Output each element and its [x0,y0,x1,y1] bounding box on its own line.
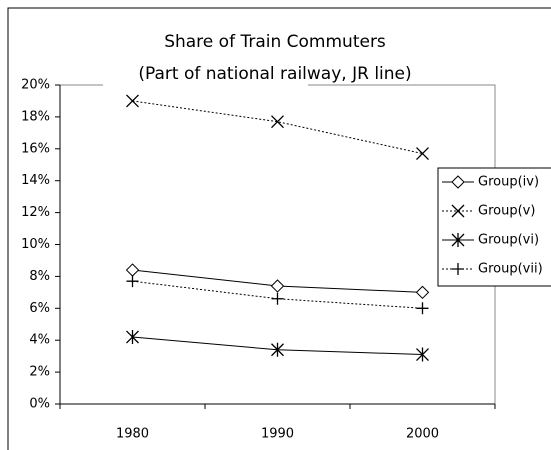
marker [126,330,139,345]
marker [271,115,284,129]
y-tick-label: 12% [21,205,50,220]
marker [271,292,284,305]
x-tick-label: 2000 [406,427,439,442]
x-tick-label: 1990 [261,427,294,442]
marker [270,279,285,293]
y-tick-label: 0% [29,397,50,412]
y-tick-label: 2% [29,365,50,380]
series-line [132,280,423,309]
legend-label: Group(vii) [478,262,543,277]
legend-label: Group(iv) [478,175,539,190]
marker [126,94,139,108]
subtitle-bg [103,60,308,88]
marker [451,233,465,247]
y-tick-label: 16% [21,141,50,156]
marker [452,263,464,275]
y-tick-label: 18% [21,109,50,124]
chart-title: Share of Train Commuters [164,32,386,52]
y-tick-label: 10% [21,237,50,252]
y-tick-label: 4% [29,333,50,348]
x-tick-label: 1980 [116,427,149,442]
series-line [132,100,423,155]
marker [126,275,139,288]
y-tick-label: 8% [29,269,50,284]
chart-subtitle: (Part of national railway, JR line) [138,64,411,84]
marker [415,285,430,300]
marker [416,147,429,161]
marker [451,204,465,218]
marker [271,342,284,357]
y-tick-label: 6% [29,301,50,316]
legend-label: Group(vi) [478,233,539,248]
y-tick-label: 14% [21,173,50,188]
marker [451,175,465,189]
marker [416,302,429,315]
marker [416,347,429,362]
legend-label: Group(v) [478,204,535,219]
legend-box [437,167,551,287]
y-tick-label: 20% [21,78,50,93]
